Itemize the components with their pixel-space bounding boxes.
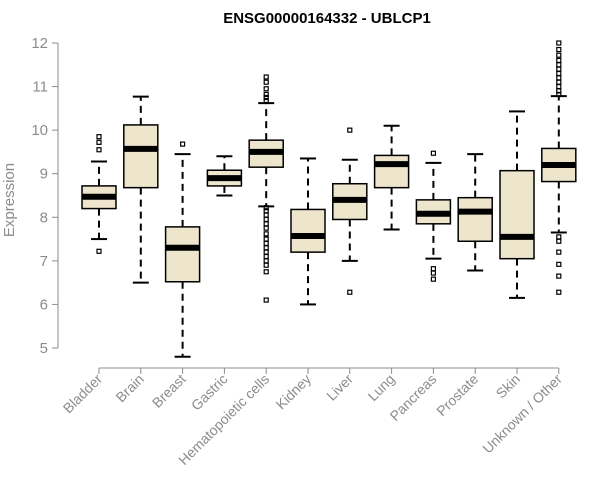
outlier-point (180, 141, 186, 147)
box-unknown-other (541, 40, 577, 295)
outlier-point (430, 276, 436, 282)
box-breast (164, 141, 201, 358)
box-kidney (290, 157, 326, 306)
outlier-point (556, 234, 562, 240)
outlier-point (96, 139, 102, 145)
outlier-point (263, 269, 269, 275)
outlier-point (556, 66, 562, 72)
outlier-point (263, 262, 269, 268)
box-pancreas (415, 150, 452, 282)
y-tick-label: 6 (40, 296, 48, 313)
outlier-point (556, 40, 562, 46)
y-tick-label: 11 (32, 79, 48, 96)
outlier-point (263, 225, 269, 231)
outlier-point (263, 216, 269, 223)
y-axis: 5 6 7 8 9 10 11 12 (31, 35, 59, 357)
outlier-point (96, 248, 102, 254)
outlier-point (430, 150, 436, 156)
outlier-point (556, 289, 562, 295)
outlier-point (556, 91, 562, 98)
x-tick-label: Brain (112, 371, 146, 405)
outlier-point (430, 266, 436, 272)
box-lung (373, 124, 410, 231)
box-prostate (457, 153, 493, 272)
outlier-point (263, 245, 269, 251)
outlier-point (347, 127, 353, 133)
box-skin (499, 110, 535, 299)
outlier-point (263, 74, 269, 80)
x-tick-label: Prostate (433, 371, 481, 419)
y-tick-label: 12 (31, 35, 48, 52)
outlier-point (263, 91, 269, 98)
x-tick-label: Liver (323, 371, 356, 404)
y-tick-label: 9 (40, 166, 48, 183)
y-axis-label: Expression (1, 163, 18, 237)
y-tick-label: 7 (40, 253, 48, 270)
outlier-point (263, 253, 269, 260)
box-gastric (206, 155, 243, 197)
outlier-point (263, 79, 269, 85)
outlier-point (556, 261, 562, 267)
outlier-point (263, 97, 269, 104)
x-tick-label: Breast (149, 371, 189, 411)
box-iqr (290, 208, 326, 253)
box-iqr (457, 196, 493, 243)
outlier-point (263, 212, 269, 218)
outlier-point (263, 221, 269, 227)
boxes-group (81, 40, 577, 358)
outlier-point (430, 270, 436, 276)
y-tick-label: 8 (40, 209, 48, 226)
y-tick-label: 10 (31, 122, 48, 139)
outlier-point (556, 83, 562, 90)
box-iqr (123, 124, 159, 189)
x-tick-label: Bladder (60, 371, 106, 417)
outlier-point (556, 70, 562, 77)
outlier-point (556, 62, 562, 68)
outlier-point (96, 147, 102, 153)
chart-title: ENSG00000164332 - UBLCP1 (223, 10, 431, 27)
outlier-point (556, 57, 562, 64)
outlier-point (263, 297, 269, 303)
box-iqr (373, 154, 410, 189)
outlier-point (263, 205, 269, 211)
x-tick-label: Unknown / Other (479, 371, 565, 457)
outlier-point (263, 258, 269, 264)
outlier-point (556, 238, 562, 244)
outlier-point (263, 94, 269, 101)
box-liver (332, 127, 368, 295)
outlier-point (96, 134, 102, 140)
x-tick-label: Lung (364, 371, 397, 404)
box-iqr (164, 226, 201, 283)
box-hematopoietic-cells (248, 74, 284, 303)
outlier-point (263, 86, 269, 92)
outlier-point (556, 79, 562, 85)
x-tick-label: Skin (493, 371, 524, 402)
outlier-point (263, 249, 269, 255)
outlier-point (556, 52, 562, 58)
box-bladder (81, 134, 117, 254)
outlier-point (263, 240, 269, 247)
outlier-point (556, 249, 562, 255)
box-brain (123, 95, 159, 284)
outlier-point (263, 236, 269, 242)
outlier-point (347, 289, 353, 295)
outlier-point (263, 231, 269, 237)
outlier-point (556, 273, 562, 279)
box-iqr (499, 169, 535, 260)
y-tick-label: 5 (40, 340, 48, 357)
outlier-point (556, 75, 562, 81)
x-tick-label: Kidney (273, 371, 315, 413)
outlier-point (556, 46, 562, 53)
